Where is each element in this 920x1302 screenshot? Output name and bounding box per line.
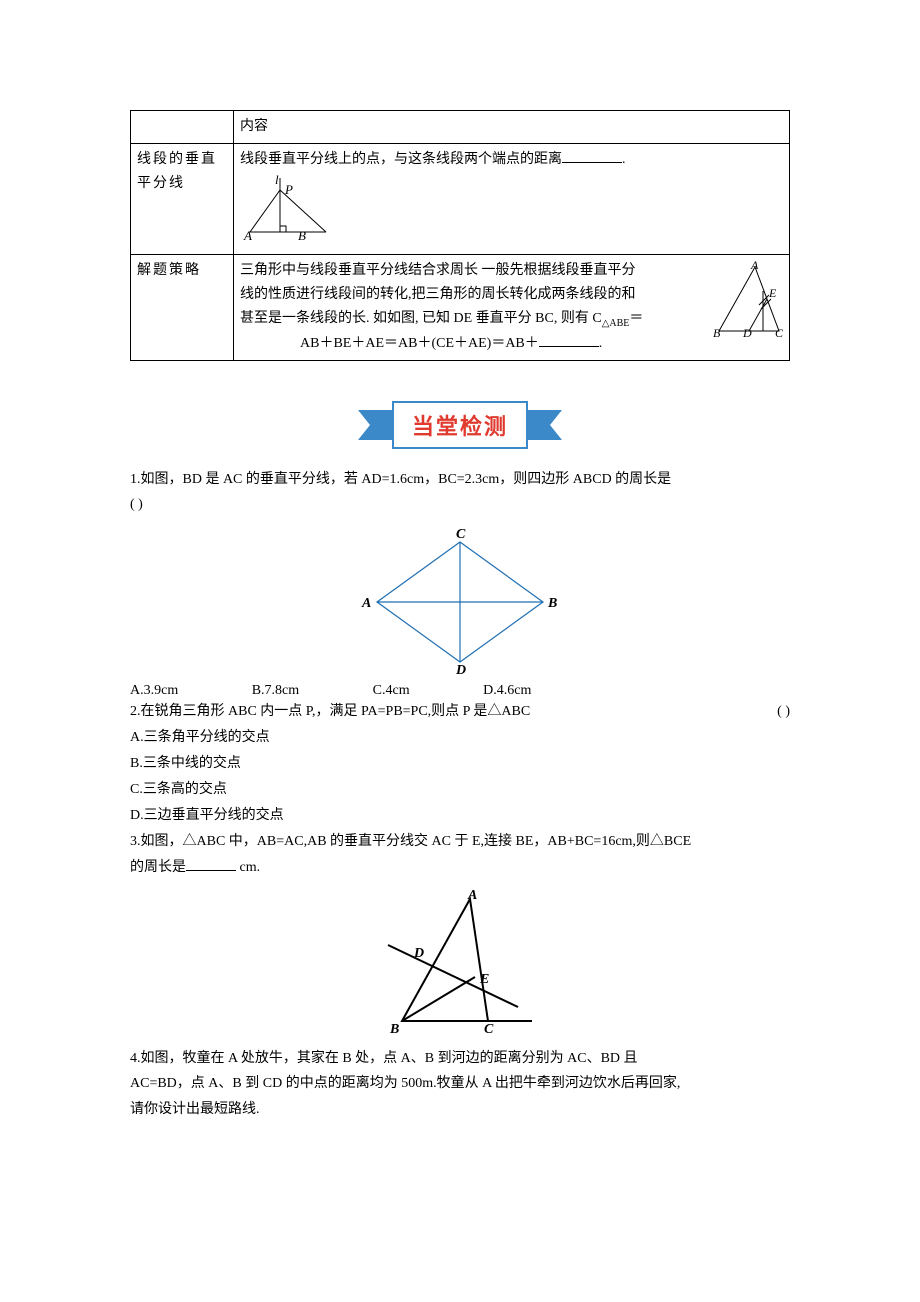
row2-sub: △ABE — [602, 318, 630, 329]
row1-diagram: A B P l — [240, 172, 783, 251]
q2-opt-D[interactable]: D.三边垂直平分线的交点 — [130, 803, 790, 829]
row2-line2: 线的性质进行线段间的转化,把三角形的周长转化成两条线段的和 — [240, 287, 636, 302]
row1-text-prefix: 线段垂直平分线上的点，与这条线段两个端点的距离 — [240, 152, 562, 167]
row2-label-D: D — [742, 326, 752, 339]
q3-line2: 的周长是 — [130, 860, 186, 875]
row1-text-suffix: . — [622, 152, 626, 167]
q4-text: 4.如图，牧童在 A 处放牛，其家在 B 处，点 A、B 到河边的距离分别为 A… — [130, 1046, 790, 1124]
q1-label-A: A — [361, 596, 371, 611]
row2-label-E: E — [768, 286, 777, 300]
q1-paren: ( ) — [130, 497, 143, 512]
row2-line3: 甚至是一条线段的长. 如如图, 已知 DE 垂直平分 BC, 则有 C — [240, 311, 602, 326]
q1-opt-A[interactable]: A.3.9cm — [130, 683, 178, 699]
row1-label-B: B — [298, 228, 306, 242]
row2-eq: ＝ — [629, 311, 643, 326]
q2-opt-B[interactable]: B.三条中线的交点 — [130, 751, 790, 777]
table-row2-content: 三角形中与线段垂直平分线结合求周长 一般先根据线段垂直平分 线的性质进行线段间的… — [234, 255, 790, 360]
summary-table: 内容 线段的垂直平分线 线段垂直平分线上的点，与这条线段两个端点的距离. — [130, 110, 790, 361]
q3-blank — [186, 856, 236, 871]
q3-unit: cm. — [236, 860, 260, 875]
q1-text: 1.如图，BD 是 AC 的垂直平分线，若 AD=1.6cm，BC=2.3cm，… — [130, 467, 790, 519]
q3-label-D: D — [413, 946, 424, 961]
q1-label-B: B — [547, 596, 557, 611]
q2-paren: ( ) — [777, 699, 790, 725]
table-header-content: 内容 — [234, 111, 790, 144]
q3-diagram: A B C D E — [130, 887, 790, 1042]
q4-line1: 4.如图，牧童在 A 处放牛，其家在 B 处，点 A、B 到河边的距离分别为 A… — [130, 1051, 638, 1066]
q1-opt-B[interactable]: B.7.8cm — [252, 683, 299, 699]
q2-text: 2.在锐角三角形 ABC 内一点 P,，满足 PA=PB=PC,则点 P 是△A… — [130, 699, 790, 725]
q3-label-B: B — [389, 1022, 399, 1037]
row2-diagram: A B C D E — [711, 261, 785, 348]
row2-blank — [539, 332, 599, 347]
q1-options: A.3.9cm B.7.8cm C.4cm D.4.6cm — [130, 683, 790, 699]
banner-text: 当堂检测 — [392, 401, 528, 449]
q3-label-C: C — [484, 1022, 494, 1037]
row2-label-C: C — [775, 326, 784, 339]
q1-diagram: C A B D — [130, 524, 790, 679]
row1-label-l: l — [275, 172, 279, 187]
q1-label-C: C — [456, 527, 466, 542]
row1-blank — [562, 148, 622, 163]
q2-stem: 2.在锐角三角形 ABC 内一点 P,，满足 PA=PB=PC,则点 P 是△A… — [130, 704, 530, 719]
row2-label-B: B — [713, 326, 721, 339]
q3-label-E: E — [479, 972, 489, 987]
table-header-blank — [131, 111, 234, 144]
q1-label-D: D — [455, 663, 466, 674]
row2-tail: . — [599, 336, 603, 351]
q3-line1: 3.如图，△ABC 中，AB=AC,AB 的垂直平分线交 AC 于 E,连接 B… — [130, 834, 691, 849]
q3-text: 3.如图，△ABC 中，AB=AC,AB 的垂直平分线交 AC 于 E,连接 B… — [130, 829, 790, 881]
q1-line1: 1.如图，BD 是 AC 的垂直平分线，若 AD=1.6cm，BC=2.3cm，… — [130, 472, 671, 487]
q1-opt-D[interactable]: D.4.6cm — [483, 683, 531, 699]
row1-label-P: P — [284, 182, 293, 197]
q3-label-A: A — [467, 888, 477, 903]
q4-line3: 请你设计出最短路线. — [130, 1102, 260, 1117]
row2-line1: 三角形中与线段垂直平分线结合求周长 一般先根据线段垂直平分 — [240, 263, 636, 278]
q4-line2: AC=BD，点 A、B 到 CD 的中点的距离均为 500m.牧童从 A 出把牛… — [130, 1076, 680, 1091]
row1-label-A: A — [243, 228, 252, 242]
q2-opt-A[interactable]: A.三条角平分线的交点 — [130, 725, 790, 751]
table-row2-label: 解题策略 — [131, 255, 234, 360]
table-row1-content: 线段垂直平分线上的点，与这条线段两个端点的距离. A B — [234, 143, 790, 255]
row2-label-A: A — [750, 261, 759, 272]
table-row1-label: 线段的垂直平分线 — [131, 143, 234, 255]
section-banner: 当堂检测 — [130, 401, 790, 449]
q1-opt-C[interactable]: C.4cm — [373, 683, 410, 699]
row2-line4: AB＋BE＋AE＝AB＋(CE＋AE)＝AB＋ — [300, 336, 539, 351]
q2-opt-C[interactable]: C.三条高的交点 — [130, 777, 790, 803]
